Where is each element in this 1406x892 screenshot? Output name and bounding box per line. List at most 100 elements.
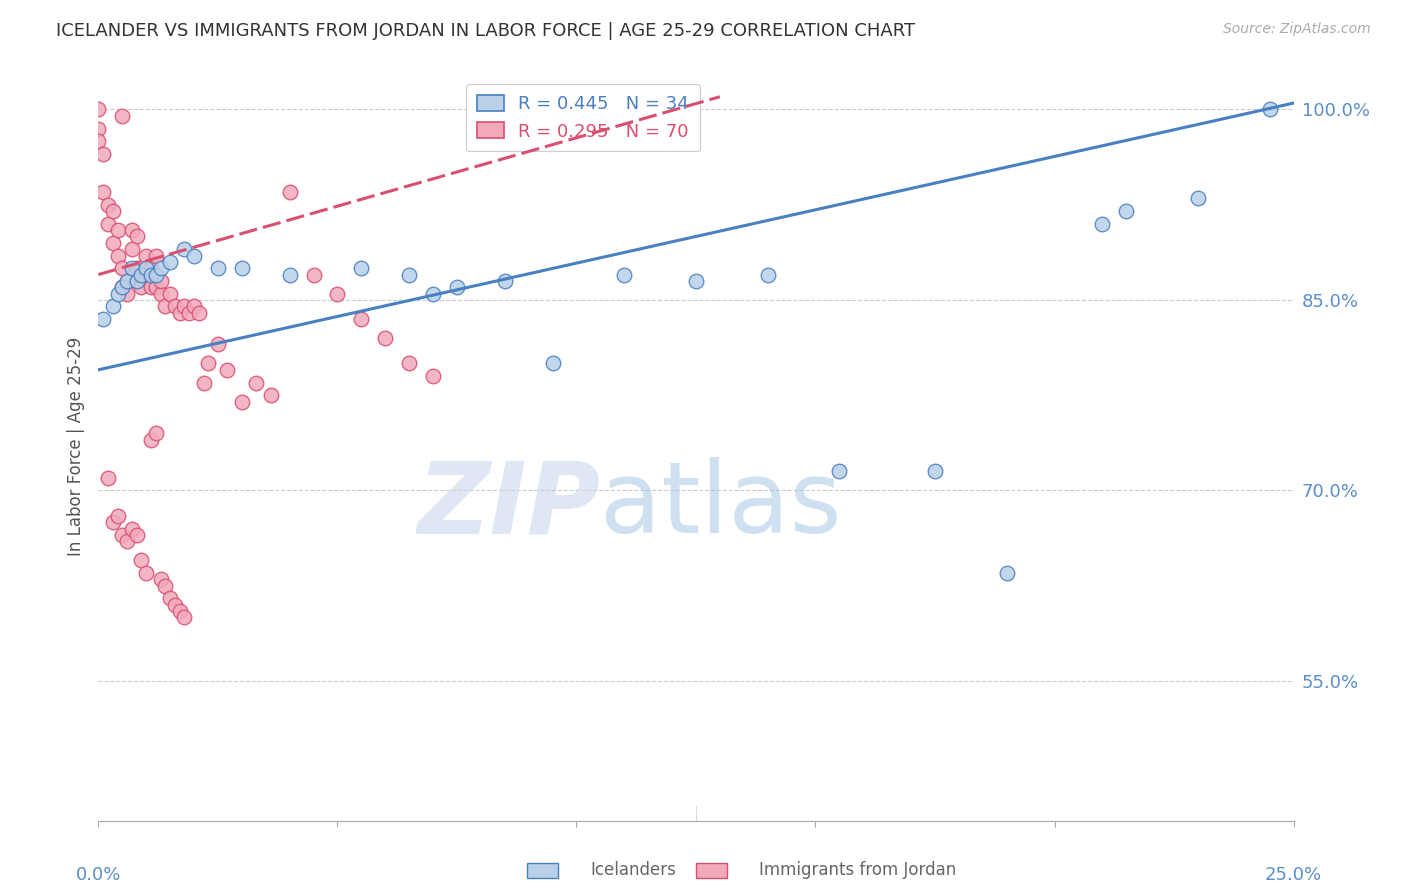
Point	[107, 286, 129, 301]
Point	[187, 306, 209, 320]
Point	[91, 185, 114, 199]
Point	[446, 280, 468, 294]
Point	[135, 566, 157, 580]
Point	[422, 369, 444, 384]
Point	[125, 229, 148, 244]
Point	[87, 121, 110, 136]
Text: 0.0%: 0.0%	[76, 865, 121, 884]
Point	[155, 579, 177, 593]
Point	[107, 248, 129, 262]
Point	[350, 312, 373, 326]
Point	[139, 280, 162, 294]
Point	[183, 299, 205, 313]
Point	[101, 299, 124, 313]
Point	[87, 134, 110, 148]
Point	[169, 306, 191, 320]
Point	[139, 433, 162, 447]
Point	[494, 274, 516, 288]
Point	[374, 331, 396, 345]
Point	[231, 261, 253, 276]
Y-axis label: In Labor Force | Age 25-29: In Labor Force | Age 25-29	[66, 336, 84, 556]
Point	[145, 426, 167, 441]
Point	[149, 274, 172, 288]
Legend: R = 0.445   N = 34, R = 0.295   N = 70: R = 0.445 N = 34, R = 0.295 N = 70	[465, 84, 700, 152]
Point	[125, 274, 148, 288]
Point	[145, 280, 167, 294]
Point	[828, 464, 851, 478]
Point	[111, 109, 134, 123]
Point	[145, 248, 167, 262]
Point	[115, 534, 138, 549]
Point	[179, 306, 201, 320]
Point	[231, 394, 253, 409]
Point	[259, 388, 281, 402]
Point	[91, 312, 114, 326]
Point	[121, 223, 143, 237]
Point	[278, 185, 301, 199]
Point	[115, 274, 138, 288]
Point	[111, 280, 134, 294]
Point	[135, 248, 157, 262]
Point	[159, 591, 181, 606]
Point	[111, 280, 134, 294]
Point	[398, 268, 420, 282]
Point	[139, 268, 162, 282]
Point	[121, 242, 143, 256]
Point	[87, 103, 110, 117]
Point	[149, 572, 172, 586]
Point	[1187, 191, 1209, 205]
Point	[115, 274, 138, 288]
Point	[685, 274, 707, 288]
Point	[995, 566, 1018, 580]
Point	[1258, 103, 1281, 117]
Point	[149, 261, 172, 276]
Point	[173, 610, 195, 624]
Point	[163, 598, 186, 612]
Point	[131, 268, 153, 282]
Point	[173, 299, 195, 313]
Point	[1091, 217, 1114, 231]
Point	[125, 528, 148, 542]
Point	[139, 261, 162, 276]
Point	[197, 356, 219, 370]
Point	[207, 337, 229, 351]
Text: atlas: atlas	[600, 458, 842, 555]
Point	[207, 261, 229, 276]
Point	[97, 217, 120, 231]
Point	[91, 147, 114, 161]
Point	[107, 508, 129, 523]
Point	[398, 356, 420, 370]
Point	[101, 515, 124, 529]
Point	[125, 274, 148, 288]
Point	[149, 286, 172, 301]
Point	[183, 248, 205, 262]
Point	[613, 268, 636, 282]
Point	[101, 204, 124, 219]
Point	[131, 553, 153, 567]
Point	[173, 242, 195, 256]
Point	[97, 197, 120, 211]
Text: Source: ZipAtlas.com: Source: ZipAtlas.com	[1223, 22, 1371, 37]
Point	[278, 268, 301, 282]
Text: ICELANDER VS IMMIGRANTS FROM JORDAN IN LABOR FORCE | AGE 25-29 CORRELATION CHART: ICELANDER VS IMMIGRANTS FROM JORDAN IN L…	[56, 22, 915, 40]
Point	[541, 356, 564, 370]
Point	[155, 299, 177, 313]
Point	[326, 286, 349, 301]
Point	[245, 376, 267, 390]
Point	[756, 268, 779, 282]
Point	[159, 255, 181, 269]
Point	[1115, 204, 1137, 219]
Point	[131, 261, 153, 276]
Point	[924, 464, 946, 478]
Point	[121, 522, 143, 536]
Text: ZIP: ZIP	[418, 458, 600, 555]
Point	[115, 286, 138, 301]
Point	[217, 363, 239, 377]
Point	[193, 376, 215, 390]
Point	[422, 286, 444, 301]
Point	[125, 261, 148, 276]
Point	[111, 261, 134, 276]
Text: Icelanders: Icelanders	[591, 861, 676, 879]
Point	[131, 280, 153, 294]
Point	[350, 261, 373, 276]
